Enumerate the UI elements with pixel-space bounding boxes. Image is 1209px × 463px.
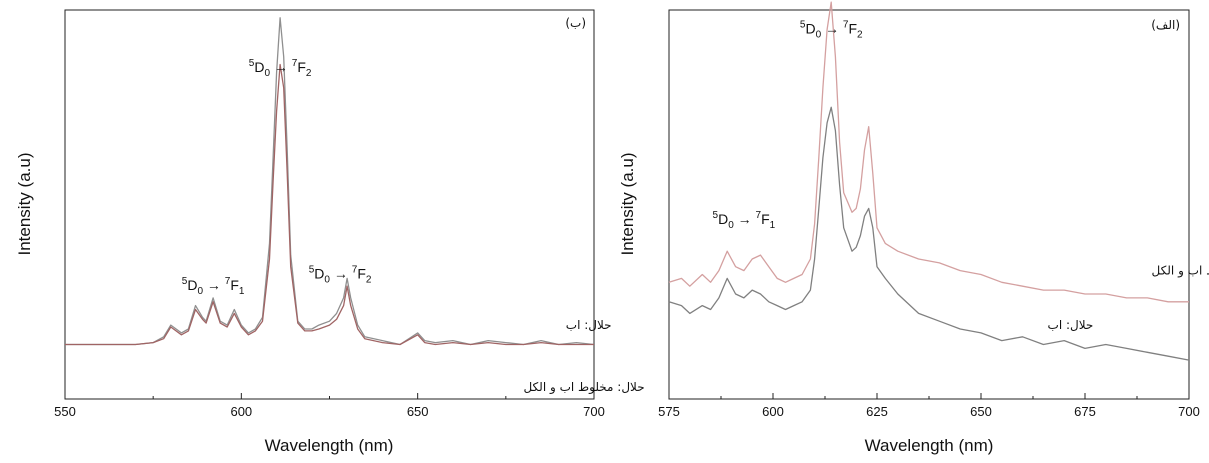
transition-annotation: 5​D0​ → 7​F1​	[713, 210, 776, 231]
annotations-left: 5​D0​ → 7​F2​ 5​D0​ → 7​F1​ 5​D0​ → 7​F2​	[182, 58, 372, 297]
transition-annotation: 5​D0​ → 7​F2​	[800, 19, 863, 40]
x-ticks-left: 550 600 650 700	[54, 393, 605, 419]
x-tick-label: 650	[407, 404, 429, 419]
x-tick-label: 650	[970, 404, 992, 419]
y-axis-title-left: Intensity (a.u)	[15, 153, 34, 256]
plot-frame-right	[668, 9, 1190, 400]
x-tick-label: 700	[1178, 404, 1200, 419]
series-line-2	[65, 63, 594, 346]
x-tick-label: 700	[583, 404, 605, 419]
transition-annotation: 5​D0​ → 7​F2​	[249, 58, 312, 79]
x-tick-label: 575	[658, 404, 680, 419]
series-labels-left: حلال: اب حلال: مخلوط اب و الکل	[523, 318, 644, 395]
x-tick-label: 600	[762, 404, 784, 419]
series-label-1: حلال: اب	[566, 318, 612, 332]
series-line-1	[65, 17, 595, 346]
x-tick-label: 550	[54, 404, 76, 419]
panel-label-right: (الف)	[1151, 18, 1180, 32]
transition-annotation: 5​D0​ → 7​F1​	[182, 276, 245, 297]
series-line-2	[668, 106, 1190, 361]
x-tick-label: 625	[866, 404, 888, 419]
x-ticks-right: 575 600 625 650 675 700	[658, 393, 1200, 419]
annotations-right: 5​D0​ → 7​F2​ 5​D0​ → 7​F1​	[713, 19, 864, 231]
series-label-2: حلال: مخلوط اب و الکل	[523, 380, 644, 395]
series-lines-right	[668, 1, 1190, 361]
series-lines-left	[65, 17, 595, 346]
x-axis-title-right: Wavelength (nm)	[865, 436, 994, 455]
x-axis-title-left: Wavelength (nm)	[265, 436, 394, 455]
transition-annotation: 5​D0​ → 7​F2​	[309, 264, 372, 285]
x-tick-label: 600	[230, 404, 252, 419]
x-tick-label: 675	[1074, 404, 1096, 419]
panel-label-left: (ب)	[565, 16, 586, 30]
series-label-2: حلال: اب	[1048, 318, 1094, 332]
series-labels-right: حلال: مخلوط اب و الکل حلال: اب	[1048, 264, 1209, 332]
series-line-1	[668, 1, 1189, 303]
plot-frame-left	[64, 9, 595, 400]
y-axis-title-right: Intensity (a.u)	[618, 153, 637, 256]
series-label-1: حلال: مخلوط اب و الکل	[1152, 264, 1209, 279]
